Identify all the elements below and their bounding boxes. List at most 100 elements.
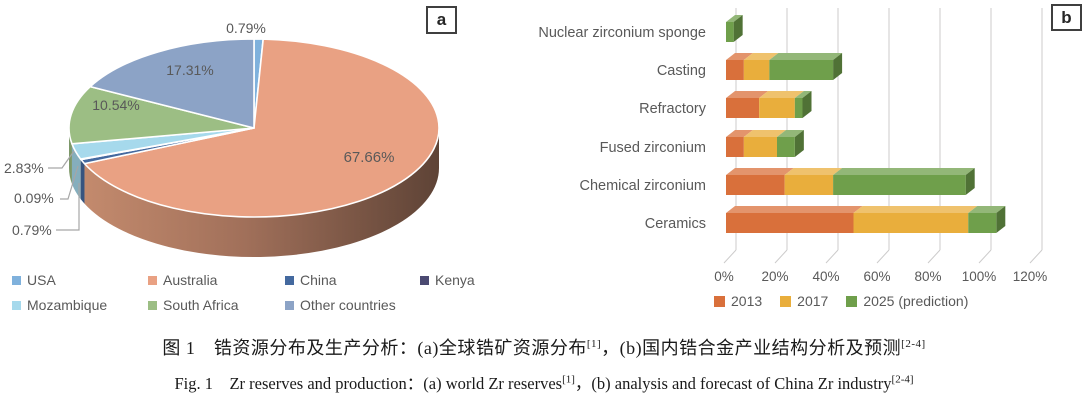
bar-segment-2017-casting — [743, 60, 770, 80]
panel-b-tag: b — [1051, 4, 1082, 31]
pie-legend-item-other-countries: Other countries — [285, 297, 420, 313]
bar-segment-2017-fused-zirconium — [743, 137, 777, 157]
x-tick-label: 80% — [914, 269, 941, 284]
category-label-fused-zirconium: Fused zirconium — [600, 140, 706, 156]
pie-label-leader-line — [48, 150, 75, 169]
bar-segment-2017-ceramics — [853, 213, 969, 233]
caption-zh-text-1: 图 1 锆资源分布及生产分析：(a)全球锆矿资源分布 — [162, 338, 587, 358]
bar-segment-2025-refractory — [794, 98, 803, 118]
bar-segment-2013-casting — [726, 60, 744, 80]
bar-segment-2025-nuclear-zirconium-sponge — [726, 22, 734, 42]
caption-en-text-1: Fig. 1 Zr reserves and production：(a) wo… — [174, 374, 563, 393]
legend-swatch — [12, 275, 21, 285]
bar-segment-2013-fused-zirconium-top — [726, 130, 753, 137]
pie-rim-segment-china — [81, 159, 85, 204]
category-label-refractory: Refractory — [639, 101, 707, 117]
bar-legend: 2013 2017 2025 (prediction) — [714, 293, 968, 309]
bar-segment-2017-chemical-zirconium — [784, 175, 834, 195]
bar-segment-2025-chemical-zirconium — [833, 175, 966, 195]
pie-label-leader-line — [60, 165, 79, 200]
axis-tick — [978, 249, 992, 264]
caption-en-ref-2: [2-4] — [891, 373, 914, 386]
pie-legend-item-mozambique: Mozambique — [12, 297, 148, 313]
axis-tick — [774, 249, 788, 264]
pie-slice-other-countries — [89, 38, 255, 129]
bar-segment-2025-fused-zirconium-top — [777, 130, 804, 137]
category-label-ceramics: Ceramics — [645, 216, 706, 232]
axis-tick — [876, 249, 890, 264]
category-label-casting: Casting — [657, 63, 706, 79]
bar-segment-2025-refractory-side — [802, 91, 812, 118]
category-label-nuclear-zirconium-sponge: Nuclear zirconium sponge — [538, 25, 706, 41]
bar-legend-item-2013: 2013 — [714, 293, 762, 309]
bar-segment-2025-casting-top — [769, 53, 843, 60]
pie-value-label-south-africa: 10.54% — [92, 97, 139, 113]
x-axis-labels: 0% 20% 40% 60% 80% 100% 120% — [714, 269, 1047, 284]
legend-swatch — [285, 300, 294, 310]
bar-legend-item-2025: 2025 (prediction) — [846, 293, 968, 309]
axis-tick — [723, 249, 737, 264]
pie-legend-item-australia: Australia — [148, 272, 285, 288]
bar-segment-2017-fused-zirconium-top — [743, 130, 786, 137]
legend-swatch — [846, 295, 858, 307]
legend-label: Other countries — [300, 297, 396, 313]
bar-segment-2013-ceramics — [726, 213, 854, 233]
bar-segment-2025-ceramics-side — [996, 206, 1006, 233]
pie-legend-item-china: China — [285, 272, 420, 288]
caption-chinese: 图 1 锆资源分布及生产分析：(a)全球锆矿资源分布[1]，(b)国内锆合金产业… — [0, 334, 1088, 360]
x-tick-label: 40% — [812, 269, 839, 284]
bar-segment-2025-casting-side — [833, 53, 843, 80]
bar-segment-2025-fused-zirconium — [777, 137, 795, 157]
figure-caption: 图 1 锆资源分布及生产分析：(a)全球锆矿资源分布[1]，(b)国内锆合金产业… — [0, 334, 1088, 394]
x-tick-label: 60% — [863, 269, 890, 284]
pie-value-label-other-countries: 17.31% — [166, 62, 213, 78]
bar-segment-2017-chemical-zirconium-top — [784, 168, 843, 175]
pie-label-leader-line — [56, 183, 80, 231]
bar-segment-2025-chemical-zirconium-top — [833, 168, 975, 175]
x-tick-label: 100% — [962, 269, 997, 284]
legend-label: Mozambique — [27, 297, 108, 313]
pie-value-label-usa: 0.79% — [226, 20, 266, 36]
legend-label: 2017 — [797, 293, 829, 309]
caption-zh-text-2: ，(b)国内锆合金产业结构分析及预测 — [601, 338, 902, 358]
pie-slices — [68, 38, 440, 218]
bar-segment-2025-casting — [769, 60, 834, 80]
bar-segment-2025-chemical-zirconium-side — [965, 168, 975, 195]
bar-segment-2013-refractory-top — [726, 91, 769, 98]
bar-segment-2013-casting-top — [726, 53, 753, 60]
legend-label: Australia — [163, 272, 218, 288]
bars — [726, 15, 1006, 233]
legend-label: China — [300, 272, 337, 288]
legend-swatch — [420, 275, 429, 285]
pie-value-label-mozambique: 2.83% — [4, 160, 44, 176]
bar-segment-2017-refractory — [759, 98, 795, 118]
bar-segment-2025-refractory-top — [794, 91, 812, 98]
caption-zh-ref-1: [1] — [586, 338, 602, 350]
bar-segment-2013-refractory — [726, 98, 760, 118]
bar-segment-2013-chemical-zirconium-top — [726, 168, 794, 175]
bar-legend-item-2017: 2017 — [780, 293, 828, 309]
x-tick-label: 20% — [761, 269, 788, 284]
axis-tick — [927, 249, 941, 264]
caption-en-text-2: ，(b) analysis and forecast of China Zr i… — [574, 374, 892, 393]
pie-legend-item-kenya: Kenya — [420, 272, 530, 288]
axis-tick — [825, 249, 839, 264]
bar-segment-2013-chemical-zirconium — [726, 175, 785, 195]
pie-value-label-australia: 67.66% — [344, 149, 395, 166]
x-tick-label: 0% — [714, 269, 734, 284]
legend-label: South Africa — [163, 297, 239, 313]
legend-swatch — [780, 295, 792, 307]
bar-chart: Nuclear zirconium sponge Casting Refractor… — [538, 8, 1047, 284]
bar-segment-2017-ceramics-top — [853, 206, 978, 213]
category-label-chemical-zirconium: Chemical zirconium — [579, 178, 706, 194]
caption-en-ref-1: [1] — [562, 373, 575, 386]
pie-legend-item-south-africa: South Africa — [148, 297, 285, 313]
axis-tick — [1029, 249, 1043, 264]
pie-rim-segment-australia — [84, 128, 440, 257]
pie-value-label-kenya: 0.09% — [14, 190, 54, 206]
legend-swatch — [714, 295, 725, 307]
panel-a-tag: a — [426, 6, 457, 34]
bar-segment-2013-fused-zirconium — [726, 137, 744, 157]
legend-label: 2025 (prediction) — [863, 293, 969, 309]
x-tick-label: 120% — [1013, 269, 1048, 284]
